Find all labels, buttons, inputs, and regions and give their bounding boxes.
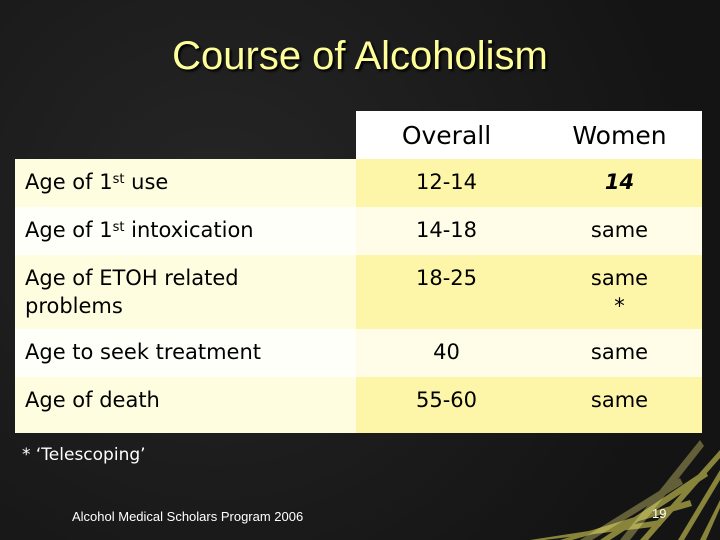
- women-value: same: [537, 329, 702, 377]
- women-value: same: [537, 377, 702, 433]
- table-row: Age of death 55-60 same: [15, 377, 702, 433]
- women-value: 14: [537, 159, 702, 207]
- footnote: * ‘Telescoping’: [22, 445, 146, 465]
- header-women: Women: [537, 111, 702, 159]
- overall-value: 55-60: [356, 377, 537, 433]
- table-row: Age of ETOH related problems 18-25 same *: [15, 255, 702, 329]
- overall-value: 18-25: [356, 255, 537, 329]
- women-value: same *: [537, 255, 702, 329]
- page-number: 19: [652, 506, 667, 521]
- row-label: Age of ETOH related problems: [25, 266, 239, 318]
- row-label: Age of death: [25, 388, 160, 412]
- row-label: Age of 1st intoxication: [25, 218, 254, 242]
- header-overall: Overall: [356, 111, 537, 159]
- overall-value: 12-14: [356, 159, 537, 207]
- women-value: same: [537, 207, 702, 255]
- slide-title: Course of Alcoholism: [172, 34, 548, 78]
- overall-value: 40: [356, 329, 537, 377]
- row-label: Age to seek treatment: [25, 340, 262, 364]
- row-label: Age of 1st use: [25, 170, 169, 194]
- footer-text: Alcohol Medical Scholars Program 2006: [72, 509, 304, 524]
- table-row: Age of 1st intoxication 14-18 same: [15, 207, 702, 255]
- table-row: Age of 1st use 12-14 14: [15, 159, 702, 207]
- data-table: Overall Women Age of 1st use 12-14 14 Ag…: [15, 111, 702, 433]
- table-row: Age to seek treatment 40 same: [15, 329, 702, 377]
- overall-value: 14-18: [356, 207, 537, 255]
- telescoping-mark: *: [614, 294, 625, 318]
